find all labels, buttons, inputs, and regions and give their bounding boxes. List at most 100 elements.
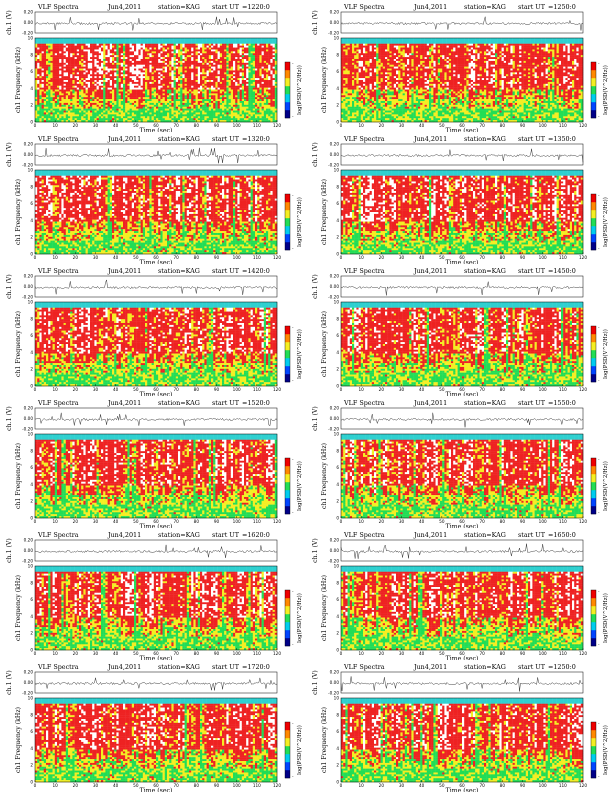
spectrogram-cell [103, 41, 106, 44]
spectrogram-cell [39, 60, 42, 64]
spectrogram-cell [248, 38, 251, 41]
spectrogram-cell [233, 47, 236, 50]
spectrogram-cell [226, 43, 229, 46]
spectrogram-cell [83, 120, 86, 123]
spectrogram-cell [186, 64, 190, 67]
spectrogram-cell [241, 114, 245, 117]
spectrogram-cell [61, 57, 64, 60]
spectrogram-cell [61, 112, 64, 115]
spectrogram-cell [171, 59, 174, 62]
spectrogram-cell [76, 116, 80, 119]
spectrogram-cell [156, 108, 159, 111]
spectrogram-cell [248, 106, 251, 109]
spectrogram-cell [195, 45, 198, 48]
spectrogram-cell [112, 53, 115, 56]
spectrogram-cell [116, 85, 119, 88]
spectrogram-cell [341, 87, 344, 90]
spectrogram-cell [39, 93, 42, 96]
spectrogram-cell [90, 87, 93, 90]
spectrogram-cell [248, 102, 251, 106]
spectrogram-cell [145, 101, 148, 104]
spectrogram-cell [246, 66, 249, 69]
spectrogram-cell [230, 91, 234, 94]
spectrogram-cell [191, 110, 194, 113]
spectrogram-cell [107, 43, 110, 46]
spectrogram-cell [118, 81, 121, 85]
spectrogram-cell [48, 112, 51, 115]
spectrogram-cell [162, 87, 165, 90]
spectrogram-cell [123, 85, 126, 88]
spectrogram-cell [131, 87, 135, 90]
spectrogram-cell [244, 76, 247, 79]
spectrogram-cell [107, 120, 110, 123]
spectrogram-cell [202, 60, 205, 64]
spectrogram-cell [48, 91, 51, 94]
spectrogram-cell [107, 93, 110, 96]
spectrogram-cell [341, 97, 344, 100]
spectrogram-cell [156, 41, 159, 44]
spectrogram-cell [123, 57, 126, 60]
spectrogram-cell [79, 95, 82, 98]
spectrogram-cell [131, 80, 135, 83]
spectrogram-cell [164, 47, 168, 50]
spectrogram-cell [224, 108, 227, 111]
spectrogram-cell [37, 99, 40, 102]
spectrogram-cell [101, 72, 104, 75]
spectrogram-cell [151, 95, 154, 98]
spectrogram-cell [250, 118, 253, 121]
spectrogram-cell [191, 85, 194, 88]
spectrogram-cell [158, 41, 161, 44]
spectrogram-cell [175, 64, 179, 67]
spectrogram-cell [112, 102, 115, 106]
spectrogram-cell [180, 95, 183, 98]
spectrogram-cell [171, 116, 174, 119]
spectrogram-cell [96, 47, 99, 50]
spectrogram-cell [142, 38, 146, 41]
spectrogram-cell [193, 106, 196, 109]
spectrogram-cell [341, 116, 344, 119]
spectrogram-cell [208, 101, 212, 104]
spectrogram-cell [145, 64, 148, 67]
spectrogram-cell [224, 45, 227, 48]
spectrogram-cell [259, 120, 262, 123]
spectrogram-cell [244, 89, 247, 92]
spectrogram-cell [191, 120, 194, 123]
spectrogram-cell [215, 57, 218, 60]
spectrogram-cell [255, 60, 258, 64]
time-tick-label: 20 [73, 123, 79, 128]
spectrogram-cell [169, 47, 172, 50]
spectrogram-cell [213, 89, 216, 92]
spectrogram-cell [213, 80, 216, 83]
spectrogram-cell [79, 68, 82, 71]
spectrogram-cell [263, 45, 267, 48]
spectrogram-cell [125, 68, 128, 71]
spectrogram-cell [252, 99, 256, 102]
spectrogram-cell [116, 101, 119, 104]
spectrogram-cell [259, 93, 262, 96]
spectrogram-cell [105, 102, 108, 106]
spectrogram-cell [233, 80, 236, 83]
spectrogram-cell [270, 116, 273, 119]
spectrogram-cell [41, 53, 44, 56]
spectrogram-cell [125, 43, 128, 46]
spectrogram-cell [87, 85, 91, 88]
time-tick-label: 100 [233, 123, 241, 128]
spectrogram-cell [191, 114, 194, 117]
spectrogram-cell [195, 110, 198, 113]
spectrogram-cell [147, 112, 150, 115]
spectrogram-cell [149, 91, 152, 94]
spectrogram-cell [184, 102, 187, 106]
spectrogram-cell [204, 102, 207, 106]
spectrogram-cell [164, 110, 168, 113]
spectrogram-cell [48, 89, 51, 92]
spectrogram-cell [68, 87, 71, 90]
spectrogram-cell [274, 43, 278, 46]
spectrogram-cell [237, 68, 240, 71]
spectrogram-cell [241, 95, 245, 98]
spectrogram-cell [149, 110, 152, 113]
spectrogram-cell [259, 116, 262, 119]
spectrogram-cell [109, 91, 113, 94]
spectrogram-cell [127, 81, 130, 85]
spectrogram-cell [41, 78, 44, 81]
spectrogram-cell [343, 110, 346, 113]
